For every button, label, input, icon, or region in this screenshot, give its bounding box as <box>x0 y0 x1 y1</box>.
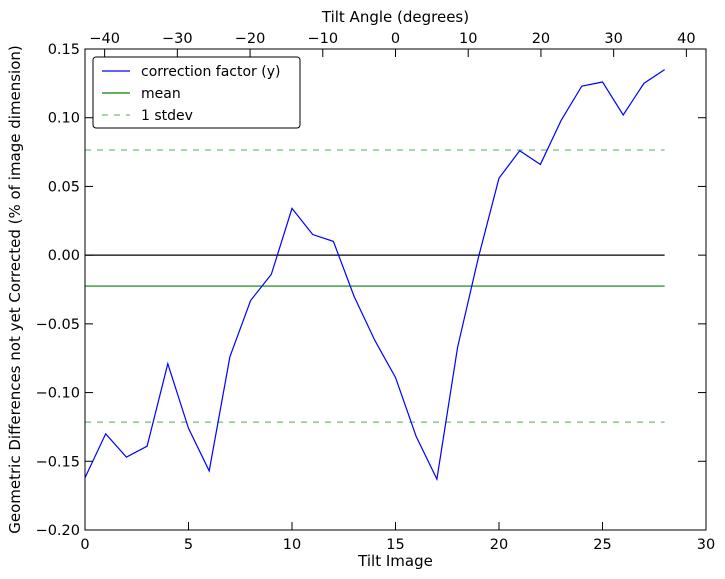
legend: correction factor (y) mean 1 stdev <box>92 56 301 129</box>
legend-label: correction factor (y) <box>141 64 280 80</box>
top-x-tick-label: 30 <box>604 31 622 47</box>
top-x-tick-label: 0 <box>391 31 400 47</box>
series-line-correction-factor-y- <box>84 69 665 482</box>
y-axis-title: Geometric Differences not yet Corrected … <box>6 45 24 534</box>
legend-label: 1 stdev <box>141 108 193 124</box>
y-tick-label: 0.10 <box>48 111 80 127</box>
x-tick-label: 30 <box>697 537 715 553</box>
axis-tick-labels: 0 5 10 15 20 25 30 −0.20 −0.15 −0.10 −0.05 0.00 0.05… <box>36 31 716 553</box>
y-tick-label: 0.00 <box>48 248 80 264</box>
x-tick-label: 5 <box>184 537 193 553</box>
top-x-tick-label: −20 <box>235 31 266 47</box>
y-tick-label: 0.15 <box>48 42 80 58</box>
top-x-axis-title: Tilt Angle (degrees) <box>321 8 469 26</box>
top-x-tick-label: −30 <box>162 31 193 47</box>
legend-label: mean <box>141 86 181 102</box>
y-tick-label: −0.10 <box>36 386 80 402</box>
x-tick-label: 25 <box>593 537 611 553</box>
axis-ticks <box>84 48 707 531</box>
legend-box <box>92 56 301 129</box>
x-tick-label: 0 <box>80 537 89 553</box>
x-axis-title: Tilt Image <box>357 552 433 570</box>
top-x-tick-label: −10 <box>307 31 338 47</box>
x-tick-label: 15 <box>386 537 404 553</box>
x-tick-label: 10 <box>283 537 301 553</box>
top-x-tick-label: 40 <box>677 31 695 47</box>
plot-lines <box>84 69 665 482</box>
top-x-tick-label: 20 <box>532 31 550 47</box>
y-tick-label: −0.05 <box>36 317 80 333</box>
y-tick-label: 0.05 <box>48 179 80 195</box>
y-tick-label: −0.15 <box>36 454 80 470</box>
top-x-tick-label: −40 <box>89 31 120 47</box>
top-x-tick-label: 10 <box>459 31 477 47</box>
y-tick-label: −0.20 <box>36 523 80 539</box>
x-tick-label: 20 <box>490 537 508 553</box>
